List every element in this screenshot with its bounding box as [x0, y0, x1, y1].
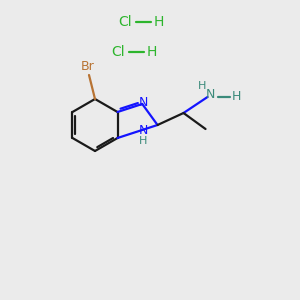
- Text: H: H: [154, 15, 164, 29]
- Text: Br: Br: [81, 59, 95, 73]
- Text: Cl: Cl: [118, 15, 132, 29]
- Text: H: H: [198, 81, 207, 91]
- Text: N: N: [139, 124, 148, 137]
- Text: N: N: [139, 97, 148, 110]
- Text: H: H: [232, 91, 241, 103]
- Text: N: N: [206, 88, 215, 101]
- Text: Cl: Cl: [111, 45, 125, 59]
- Text: H: H: [139, 136, 147, 146]
- Text: H: H: [147, 45, 157, 59]
